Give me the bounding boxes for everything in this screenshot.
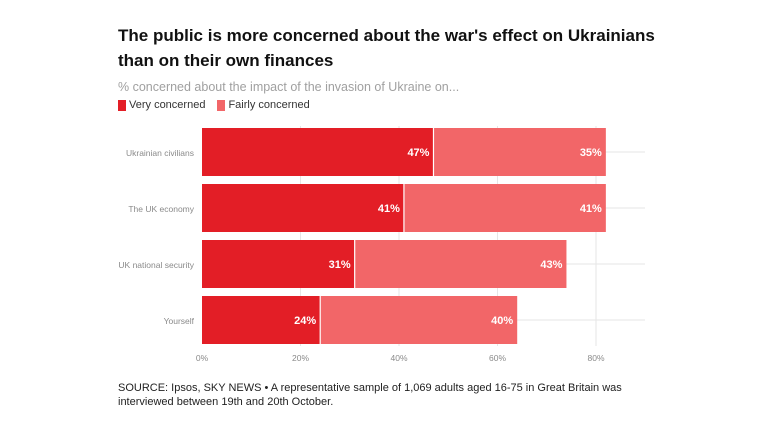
x-tick-label: 80%	[587, 353, 604, 363]
bar-very-3	[202, 296, 321, 344]
x-tick-label: 20%	[292, 353, 309, 363]
data-label: 41%	[378, 203, 400, 215]
category-label: Yourself	[164, 316, 195, 326]
legend-label-fairly-concerned: Fairly concerned	[228, 99, 310, 111]
x-tick-label: 40%	[390, 353, 407, 363]
bar-fairly-2	[354, 240, 567, 288]
category-label: The UK economy	[128, 204, 194, 214]
legend-swatch-very-concerned	[118, 99, 126, 111]
data-label: 41%	[580, 203, 602, 215]
legend-swatch-fairly-concerned	[217, 99, 226, 111]
data-label: 24%	[294, 315, 316, 327]
bar-fairly-3	[320, 296, 518, 344]
data-label: 43%	[540, 259, 562, 271]
data-label: 47%	[407, 147, 429, 159]
bar-very-2	[202, 240, 355, 288]
category-label: UK national security	[118, 260, 194, 270]
x-tick-label: 0%	[196, 353, 209, 363]
data-label: 35%	[580, 147, 602, 159]
category-label: Ukrainian civilians	[126, 148, 194, 158]
bar-very-1	[202, 184, 404, 232]
chart-title: The public is more concerned about the w…	[118, 26, 655, 70]
bar-very-0	[202, 128, 434, 176]
chart-subtitle: % concerned about the impact of the inva…	[118, 80, 460, 94]
legend-item-fairly-concerned: Fairly concerned	[217, 99, 310, 111]
bar-fairly-1	[403, 184, 606, 232]
data-label: 31%	[329, 259, 351, 271]
bar-fairly-0	[433, 128, 606, 176]
data-label: 40%	[491, 315, 513, 327]
legend: Very concerned Fairly concerned	[118, 99, 310, 111]
source-note: SOURCE: Ipsos, SKY NEWS • A representati…	[118, 382, 622, 408]
x-tick-label: 60%	[489, 353, 506, 363]
legend-item-very-concerned: Very concerned	[118, 99, 205, 111]
legend-label-very-concerned: Very concerned	[129, 99, 206, 111]
